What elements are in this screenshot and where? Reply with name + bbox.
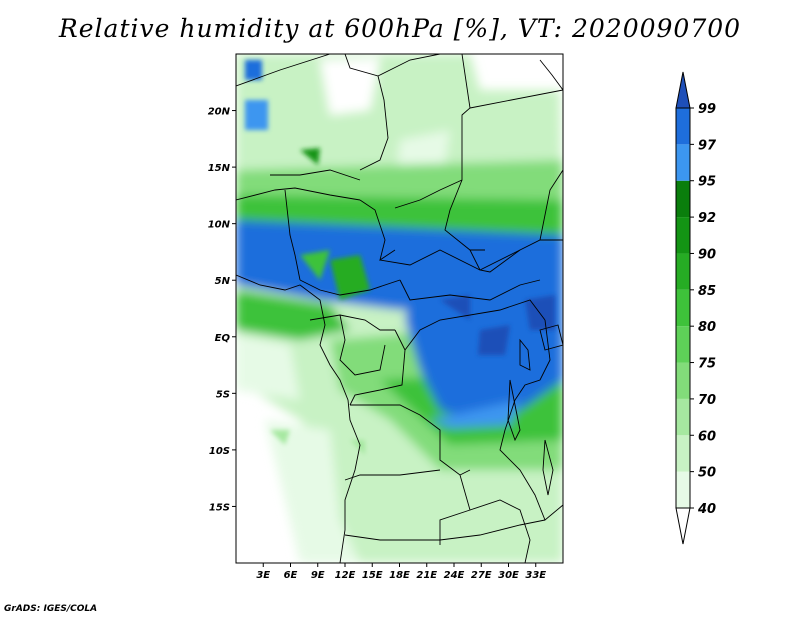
colorbar-over-arrow [675, 71, 691, 109]
colorbar-outline [675, 107, 691, 509]
x-tick-label: 6E [284, 570, 298, 581]
x-tick-label: 9E [311, 570, 325, 581]
colorbar-box [676, 471, 690, 508]
colorbar-label: 99 [698, 102, 716, 117]
colorbar-box [676, 398, 690, 436]
x-tick-label: 27E [471, 570, 492, 581]
x-tick-label: 33E [525, 570, 546, 581]
colorbar-box [676, 108, 690, 145]
y-axis-ticks: 20N 15N 10N 5N EQ 5S 10S 15S [208, 107, 236, 513]
y-tick-label: 10S [209, 446, 230, 457]
x-tick-label: 3E [256, 570, 270, 581]
colorbar-box [676, 180, 690, 218]
colorbar-box [676, 289, 690, 327]
colorbar-label: 95 [698, 175, 716, 190]
plot-title: Relative humidity at 600hPa [%], VT: 202… [58, 14, 742, 43]
y-tick-label: 15S [209, 502, 230, 513]
y-tick-label: EQ [215, 333, 231, 344]
colorbar-box [676, 144, 690, 181]
colorbar-label: 70 [698, 393, 716, 408]
y-tick-label: 20N [208, 107, 231, 118]
colorbar-label: 75 [698, 357, 716, 372]
x-tick-label: 18E [389, 570, 410, 581]
x-axis-ticks: 3E 6E 9E 12E 15E 18E 21E 24E 27E 30E 33E [256, 563, 546, 581]
colorbar-under-arrow [675, 507, 691, 545]
colorbar-box [676, 217, 690, 254]
colorbar-box [676, 362, 690, 399]
colorbar-label: 50 [698, 466, 716, 481]
y-tick-label: 15N [208, 163, 231, 174]
colorbar-label: 80 [698, 320, 716, 335]
colorbar-label: 90 [698, 247, 716, 262]
colorbar-label: 85 [698, 284, 716, 299]
colorbar-box [676, 435, 690, 472]
humidity-field [236, 54, 563, 563]
y-tick-label: 5S [216, 389, 230, 400]
colorbar-label: 92 [698, 211, 716, 226]
x-tick-label: 30E [498, 570, 519, 581]
grads-credit: GrADS: IGES/COLA [4, 604, 98, 614]
x-tick-label: 15E [362, 570, 383, 581]
colorbar-label: 40 [697, 502, 716, 517]
colorbar: 40 50 60 70 75 80 85 90 92 95 97 99 [675, 71, 717, 545]
colorbar-label: 97 [698, 138, 717, 153]
country-borders [236, 54, 563, 563]
colorbar-label: 60 [698, 429, 716, 444]
colorbar-box [676, 253, 690, 290]
colorbar-box [676, 326, 690, 363]
y-tick-label: 10N [208, 220, 231, 231]
y-tick-label: 5N [215, 276, 231, 287]
x-tick-label: 24E [444, 570, 465, 581]
x-tick-label: 12E [335, 570, 356, 581]
x-tick-label: 21E [416, 570, 437, 581]
